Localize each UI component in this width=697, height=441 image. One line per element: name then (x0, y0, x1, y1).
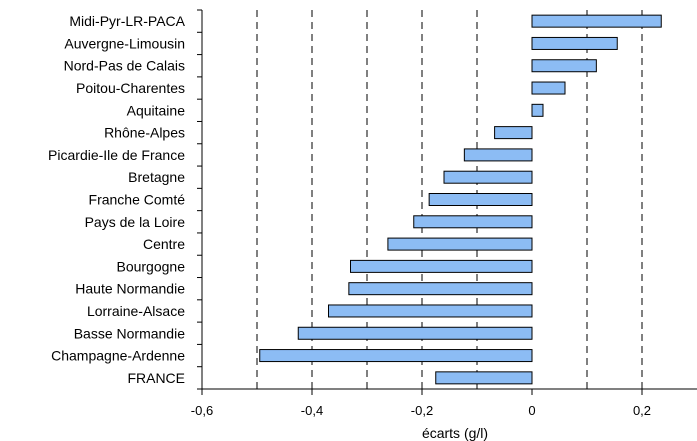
axes (197, 9, 697, 395)
bar-14 (297, 326, 533, 340)
bar-5 (494, 126, 533, 140)
category-label-7: Bretagne (128, 169, 185, 185)
category-label-2: Nord-Pas de Calais (64, 58, 185, 74)
category-label-11: Bourgogne (116, 258, 185, 274)
x-axis-title: écarts (g/l) (422, 425, 488, 441)
category-label-1: Auvergne-Limousin (64, 35, 185, 51)
category-label-4: Aquitaine (127, 102, 186, 118)
category-label-0: Midi-Pyr-LR-PACA (69, 13, 185, 29)
category-label-3: Poitou-Charentes (76, 80, 185, 96)
category-label-15: Champagne-Ardenne (51, 348, 185, 364)
bars (259, 14, 662, 385)
x-tick-label-4: 0,2 (633, 403, 651, 418)
x-tick-labels: -0,6 -0,4 -0,2 0 0,2 (191, 403, 651, 418)
bar-10 (387, 237, 533, 251)
category-label-10: Centre (143, 236, 185, 252)
bar-4 (531, 103, 544, 117)
x-tick-label-2: -0,2 (411, 403, 433, 418)
x-tick-label-0: -0,6 (191, 403, 213, 418)
bar-13 (328, 304, 533, 318)
bar-15 (259, 349, 533, 363)
category-label-5: Rhône-Alpes (104, 125, 185, 141)
bar-12 (348, 282, 533, 296)
category-label-14: Basse Normandie (74, 325, 185, 341)
bar-8 (428, 193, 533, 206)
category-label-16: FRANCE (127, 370, 185, 386)
bar-0 (531, 14, 662, 28)
bar-7 (443, 170, 533, 184)
category-label-6: Picardie-Ile de France (48, 147, 185, 163)
category-label-8: Franche Comté (89, 192, 186, 208)
category-label-13: Lorraine-Alsace (87, 303, 185, 319)
grid-lines (256, 10, 643, 389)
x-tick-label-1: -0,4 (301, 403, 323, 418)
bar-16 (435, 371, 533, 385)
bar-1 (531, 36, 618, 50)
category-label-12: Haute Normandie (75, 281, 185, 297)
category-labels: Midi-Pyr-LR-PACA Auvergne-Limousin Nord-Pa… (48, 13, 186, 386)
category-label-9: Pays de la Loire (85, 214, 186, 230)
bar-3 (531, 81, 566, 95)
x-tick-label-3: 0 (528, 403, 535, 418)
bar-11 (350, 259, 533, 273)
bar-6 (463, 148, 533, 162)
bar-9 (413, 215, 533, 229)
bar-2 (531, 59, 597, 73)
